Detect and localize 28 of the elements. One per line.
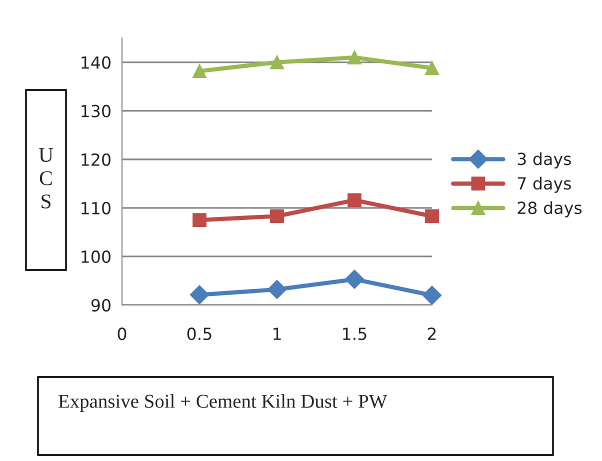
point (422, 286, 442, 305)
y-axis-title: UCS (38, 148, 54, 208)
point (348, 193, 362, 208)
legend-label: 28 days (518, 201, 582, 218)
x-tick-label: 1 (274, 328, 281, 340)
point (425, 61, 439, 76)
point (425, 209, 439, 224)
point (267, 280, 287, 299)
y-tick-label: 90 (91, 298, 110, 312)
x-tick-label: 0 (118, 328, 126, 340)
x-tick-label: 2 (428, 328, 436, 340)
point (192, 64, 206, 78)
y-tick-label: 100 (82, 250, 110, 264)
text: Expansive Soil + Cement Kiln Dust + PW (58, 394, 388, 412)
point (270, 55, 284, 70)
y-tick-label: 110 (82, 202, 110, 214)
legend-label: 7 days (518, 176, 571, 193)
x-tick-label: 1.5 (343, 328, 366, 340)
x-tick-label: 0.5 (187, 328, 212, 340)
point (348, 50, 362, 64)
point (192, 213, 206, 227)
legend-label: 3 days (518, 152, 571, 168)
y-tick-label: 130 (82, 104, 110, 118)
y-tick-label: 140 (82, 56, 110, 69)
point (190, 285, 210, 304)
point (344, 270, 364, 289)
y-tick-label: 120 (82, 153, 110, 166)
point (270, 209, 284, 224)
